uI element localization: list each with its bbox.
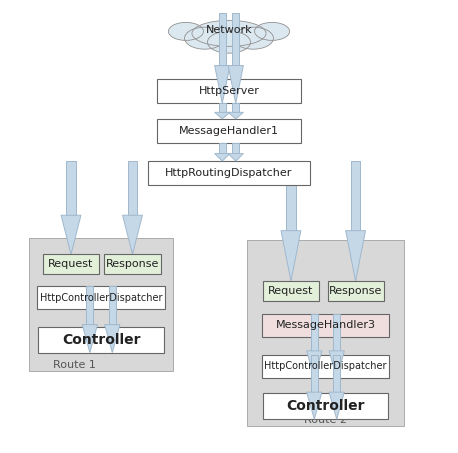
Polygon shape (286, 161, 295, 231)
FancyBboxPatch shape (263, 281, 319, 301)
Polygon shape (311, 313, 318, 351)
Ellipse shape (169, 22, 203, 40)
FancyBboxPatch shape (262, 355, 389, 378)
FancyBboxPatch shape (29, 238, 173, 371)
Ellipse shape (192, 20, 266, 46)
Polygon shape (311, 355, 318, 392)
Text: HttpRoutingDispatcher: HttpRoutingDispatcher (165, 168, 293, 178)
Polygon shape (232, 103, 240, 112)
Text: Network: Network (206, 25, 252, 35)
Polygon shape (66, 161, 76, 215)
FancyBboxPatch shape (157, 119, 301, 143)
Polygon shape (228, 154, 243, 161)
Text: Response: Response (106, 259, 159, 269)
FancyBboxPatch shape (247, 240, 404, 426)
Text: HttpControllerDispatcher: HttpControllerDispatcher (264, 361, 387, 371)
Text: Route 1: Route 1 (53, 360, 96, 370)
Polygon shape (281, 231, 301, 281)
Polygon shape (218, 14, 226, 66)
Text: MessageHandler3: MessageHandler3 (276, 320, 376, 330)
Text: HttpServer: HttpServer (199, 86, 259, 96)
Text: Request: Request (268, 286, 314, 296)
Polygon shape (333, 313, 340, 351)
FancyBboxPatch shape (104, 255, 161, 274)
Polygon shape (232, 143, 240, 154)
Polygon shape (86, 286, 93, 325)
Polygon shape (307, 351, 322, 378)
Polygon shape (109, 286, 116, 325)
Polygon shape (82, 325, 98, 352)
Text: Request: Request (49, 259, 94, 269)
Polygon shape (215, 66, 230, 103)
Polygon shape (128, 161, 137, 215)
Polygon shape (307, 392, 322, 419)
Ellipse shape (233, 27, 273, 49)
FancyBboxPatch shape (148, 161, 310, 185)
Polygon shape (218, 103, 226, 112)
Polygon shape (215, 112, 230, 119)
FancyBboxPatch shape (262, 313, 389, 337)
Polygon shape (232, 14, 240, 66)
Text: Response: Response (329, 286, 382, 296)
Polygon shape (123, 215, 142, 255)
Polygon shape (218, 143, 226, 154)
FancyBboxPatch shape (157, 79, 301, 103)
FancyBboxPatch shape (37, 286, 165, 309)
Polygon shape (215, 154, 230, 161)
Ellipse shape (185, 27, 225, 49)
Text: Route 2: Route 2 (304, 415, 347, 425)
Polygon shape (228, 66, 243, 103)
FancyBboxPatch shape (327, 281, 384, 301)
Polygon shape (346, 231, 365, 281)
Polygon shape (329, 351, 344, 378)
FancyBboxPatch shape (262, 393, 388, 419)
FancyBboxPatch shape (38, 327, 164, 352)
Text: HttpControllerDispatcher: HttpControllerDispatcher (40, 293, 162, 303)
Polygon shape (333, 355, 340, 392)
Ellipse shape (255, 22, 289, 40)
Polygon shape (329, 392, 344, 419)
Polygon shape (228, 112, 243, 119)
Text: Controller: Controller (62, 333, 140, 347)
Text: Controller: Controller (286, 399, 365, 413)
Polygon shape (105, 325, 120, 352)
Polygon shape (61, 215, 81, 255)
Ellipse shape (207, 31, 251, 53)
Polygon shape (351, 161, 360, 231)
FancyBboxPatch shape (43, 255, 99, 274)
Text: MessageHandler1: MessageHandler1 (179, 126, 279, 136)
